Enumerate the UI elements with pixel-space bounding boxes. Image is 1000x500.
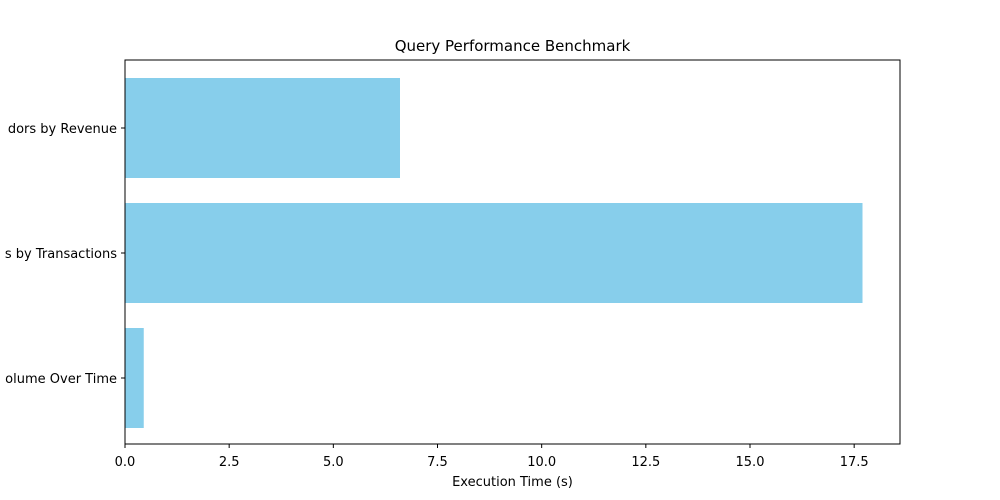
- x-tick-label: 5.0: [323, 455, 344, 470]
- x-tick-label: 2.5: [219, 455, 240, 470]
- x-tick-label: 17.5: [840, 455, 869, 470]
- x-tick-label: 10.0: [527, 455, 556, 470]
- bars-layer: [125, 78, 863, 428]
- y-axis-ticks: dors by Revenue s by Transactions olume Ov…: [5, 122, 125, 387]
- x-axis-label: Execution Time (s): [452, 475, 573, 490]
- chart-title: Query Performance Benchmark: [395, 37, 631, 55]
- bar: [125, 328, 144, 428]
- x-tick-label: 12.5: [631, 455, 660, 470]
- x-tick-label: 7.5: [427, 455, 448, 470]
- y-tick-label: dors by Revenue: [8, 122, 117, 137]
- y-tick-label: olume Over Time: [5, 372, 117, 387]
- y-tick-label: s by Transactions: [5, 247, 117, 262]
- bar: [125, 203, 863, 303]
- plot-frame: [124, 59, 901, 445]
- x-tick-label: 15.0: [736, 455, 765, 470]
- bar: [125, 78, 400, 178]
- x-axis-ticks: 0.0 2.5 5.0 7.5 10.0 12.5 15.0 17.5: [115, 444, 869, 470]
- x-tick-label: 0.0: [115, 455, 136, 470]
